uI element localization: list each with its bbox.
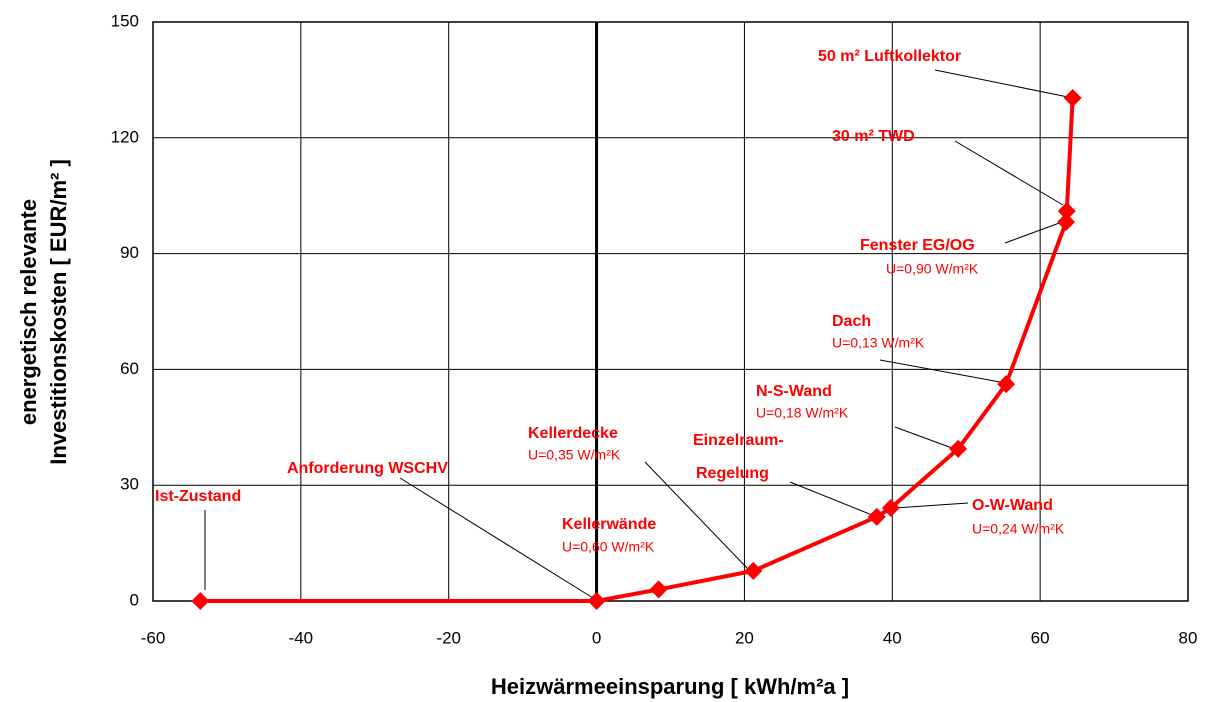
data-point bbox=[881, 498, 900, 517]
x-tick-label: 40 bbox=[883, 628, 902, 647]
y-tick-label: 60 bbox=[120, 359, 139, 378]
annotation: Ist-Zustand bbox=[155, 488, 241, 505]
annotation-detail: U=0,13 W/m²K bbox=[832, 335, 925, 351]
annotation: 30 m² TWD bbox=[832, 128, 915, 145]
data-point bbox=[191, 592, 210, 610]
data-point bbox=[587, 592, 606, 610]
data-point bbox=[1057, 212, 1076, 231]
data-point bbox=[1063, 89, 1082, 108]
annotation: 50 m² Luftkollektor bbox=[818, 48, 961, 65]
y-tick-label: 30 bbox=[120, 475, 139, 494]
annotation: Anforderung WSCHV bbox=[287, 460, 448, 477]
annotation: Kellerwände bbox=[562, 516, 656, 533]
data-point bbox=[649, 580, 668, 599]
plot-border bbox=[152, 21, 1189, 602]
y-tick-label: 150 bbox=[111, 11, 139, 30]
y-axis-label: energetisch relevante bbox=[16, 199, 41, 425]
leader-line bbox=[789, 481, 873, 516]
annotation: O-W-Wand bbox=[972, 497, 1053, 514]
y-tick-label: 90 bbox=[120, 243, 139, 262]
annotation: Fenster EG/OG bbox=[860, 237, 975, 254]
x-tick-label: -60 bbox=[141, 628, 166, 647]
annotation-detail: U=0,90 W/m²K bbox=[886, 261, 979, 277]
data-point bbox=[949, 439, 968, 458]
leader-line bbox=[894, 426, 953, 449]
annotation-detail: U=0,60 W/m²K bbox=[562, 539, 655, 555]
annotation-detail: Regelung bbox=[696, 465, 769, 482]
annotation-detail: U=0,35 W/m²K bbox=[528, 447, 621, 463]
y-tick-label: 120 bbox=[111, 127, 139, 146]
data-point bbox=[997, 375, 1016, 394]
data-point bbox=[744, 561, 763, 580]
annotation-detail: U=0,24 W/m²K bbox=[972, 521, 1065, 537]
leader-line bbox=[1004, 221, 1063, 244]
leader-line bbox=[879, 359, 1001, 383]
annotation: Einzelraum- bbox=[693, 432, 784, 449]
leader-line bbox=[954, 140, 1064, 206]
x-tick-label: 60 bbox=[1031, 628, 1050, 647]
x-tick-label: 80 bbox=[1179, 628, 1198, 647]
x-tick-label: 20 bbox=[735, 628, 754, 647]
x-axis-label: Heizwärmeeinsparung [ kWh/m²a ] bbox=[491, 674, 849, 699]
data-point bbox=[867, 507, 886, 526]
annotation: N-S-Wand bbox=[756, 383, 832, 400]
data-point bbox=[1057, 202, 1076, 221]
annotation: Dach bbox=[832, 313, 871, 330]
leader-line bbox=[644, 461, 748, 569]
leader-line bbox=[399, 477, 594, 599]
leader-line bbox=[894, 502, 969, 509]
x-tick-label: -40 bbox=[289, 628, 314, 647]
y-tick-label: 0 bbox=[130, 590, 139, 609]
x-tick-label: -20 bbox=[436, 628, 461, 647]
y-axis-label: Investitionskosten [ EUR/m² ] bbox=[46, 159, 71, 465]
annotation-detail: U=0,18 W/m²K bbox=[756, 405, 849, 421]
leader-line bbox=[934, 69, 1069, 98]
annotation: Kellerdecke bbox=[528, 425, 618, 442]
x-tick-label: 0 bbox=[592, 628, 601, 647]
